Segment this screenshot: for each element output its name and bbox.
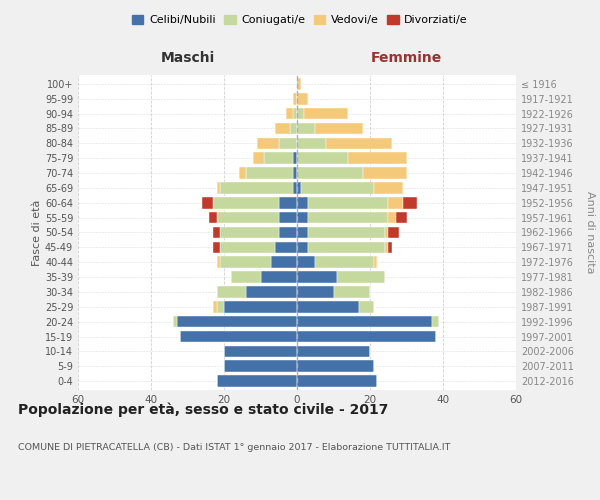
Bar — [173, 316, 176, 328]
Bar — [297, 376, 377, 387]
Bar — [209, 212, 217, 224]
Bar — [257, 138, 279, 149]
Bar — [293, 108, 297, 120]
Bar — [275, 122, 290, 134]
Bar — [217, 212, 279, 224]
Bar — [297, 212, 308, 224]
Bar — [224, 301, 297, 312]
Bar — [403, 197, 418, 208]
Bar — [180, 330, 297, 342]
Bar — [213, 242, 220, 253]
Bar — [374, 256, 377, 268]
Bar — [293, 168, 297, 179]
Bar — [297, 301, 359, 312]
Bar — [395, 212, 407, 224]
Bar — [334, 286, 370, 298]
Bar — [271, 256, 297, 268]
Bar — [220, 226, 279, 238]
Bar — [279, 212, 297, 224]
Bar — [297, 197, 308, 208]
Bar — [279, 197, 297, 208]
Bar — [308, 242, 385, 253]
Bar — [388, 197, 403, 208]
Bar — [308, 197, 388, 208]
Bar — [304, 108, 348, 120]
Bar — [385, 226, 388, 238]
Bar — [388, 212, 395, 224]
Bar — [293, 93, 297, 104]
Bar — [213, 197, 279, 208]
Bar — [297, 168, 363, 179]
Bar — [432, 316, 439, 328]
Bar — [301, 182, 374, 194]
Bar — [374, 182, 403, 194]
Text: Popolazione per età, sesso e stato civile - 2017: Popolazione per età, sesso e stato civil… — [18, 402, 388, 417]
Bar — [217, 286, 246, 298]
Bar — [363, 168, 407, 179]
Bar — [290, 122, 297, 134]
Bar — [297, 226, 308, 238]
Bar — [297, 152, 348, 164]
Y-axis label: Fasce di età: Fasce di età — [32, 200, 42, 266]
Bar — [246, 168, 293, 179]
Bar — [297, 122, 315, 134]
Text: Maschi: Maschi — [160, 50, 215, 64]
Bar — [217, 376, 297, 387]
Bar — [297, 108, 304, 120]
Bar — [388, 242, 392, 253]
Bar — [359, 301, 374, 312]
Bar — [385, 242, 388, 253]
Bar — [297, 330, 436, 342]
Bar — [293, 182, 297, 194]
Bar — [232, 272, 260, 283]
Bar — [297, 316, 432, 328]
Bar — [246, 286, 297, 298]
Bar — [275, 242, 297, 253]
Bar — [297, 182, 301, 194]
Bar — [297, 360, 374, 372]
Bar — [297, 286, 334, 298]
Bar — [297, 346, 370, 357]
Text: Femmine: Femmine — [371, 50, 442, 64]
Bar — [217, 256, 220, 268]
Bar — [337, 272, 385, 283]
Bar — [315, 256, 374, 268]
Bar — [348, 152, 407, 164]
Bar — [220, 182, 293, 194]
Bar — [297, 272, 337, 283]
Bar — [297, 256, 315, 268]
Bar — [297, 138, 326, 149]
Bar — [308, 226, 385, 238]
Bar — [213, 226, 220, 238]
Text: COMUNE DI PIETRACATELLA (CB) - Dati ISTAT 1° gennaio 2017 - Elaborazione TUTTITA: COMUNE DI PIETRACATELLA (CB) - Dati ISTA… — [18, 442, 451, 452]
Bar — [326, 138, 392, 149]
Bar — [308, 212, 388, 224]
Bar — [217, 182, 220, 194]
Bar — [217, 301, 224, 312]
Bar — [239, 168, 246, 179]
Bar — [279, 226, 297, 238]
Bar — [213, 301, 217, 312]
Bar — [224, 346, 297, 357]
Bar — [264, 152, 293, 164]
Bar — [293, 152, 297, 164]
Bar — [224, 360, 297, 372]
Bar — [220, 256, 271, 268]
Bar — [260, 272, 297, 283]
Bar — [286, 108, 293, 120]
Bar — [176, 316, 297, 328]
Bar — [297, 78, 301, 90]
Legend: Celibi/Nubili, Coniugati/e, Vedovi/e, Divorziati/e: Celibi/Nubili, Coniugati/e, Vedovi/e, Di… — [128, 10, 472, 30]
Bar — [220, 242, 275, 253]
Bar — [202, 197, 213, 208]
Bar — [315, 122, 363, 134]
Bar — [253, 152, 264, 164]
Bar — [388, 226, 399, 238]
Y-axis label: Anni di nascita: Anni di nascita — [585, 191, 595, 274]
Bar — [297, 93, 308, 104]
Bar — [297, 242, 308, 253]
Bar — [279, 138, 297, 149]
